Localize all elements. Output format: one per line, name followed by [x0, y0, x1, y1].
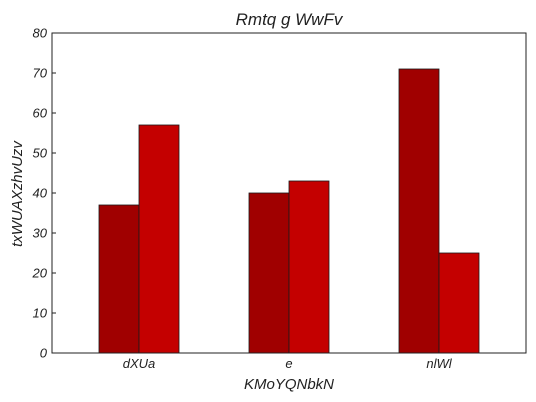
x-axis-label: KMoYQNbkN [244, 376, 334, 393]
y-tick-label: 10 [33, 306, 48, 321]
plot-frame [51, 32, 527, 354]
bar-nlWl-series-1 [398, 68, 440, 354]
chart-title: Rmtq g WwFv [236, 10, 344, 29]
bar-dXUa-series-1 [98, 204, 140, 354]
bar-nlWl-series-2 [438, 252, 480, 354]
y-tick-label: 20 [32, 266, 48, 281]
y-tick-label: 30 [33, 226, 48, 241]
y-tick-label: 70 [33, 66, 48, 81]
y-tick-label: 40 [33, 186, 48, 201]
y-tick-label: 60 [33, 106, 48, 121]
bar-dXUa-series-2 [138, 124, 180, 354]
bar-e-series-2 [288, 180, 330, 354]
y-axis-ticks: 0 10 20 30 40 50 60 70 80 [32, 26, 56, 361]
bar-e-series-1 [248, 192, 290, 354]
y-tick-label: 50 [33, 146, 48, 161]
y-tick-label: 80 [33, 26, 48, 41]
x-tick-label: nlWl [426, 356, 452, 371]
bars [98, 68, 480, 354]
x-tick-label: e [285, 356, 292, 371]
y-tick-label: 0 [40, 346, 48, 361]
x-tick-label: dXUa [123, 356, 156, 371]
y-axis-label: txWUAXzhvUzv [9, 140, 26, 247]
